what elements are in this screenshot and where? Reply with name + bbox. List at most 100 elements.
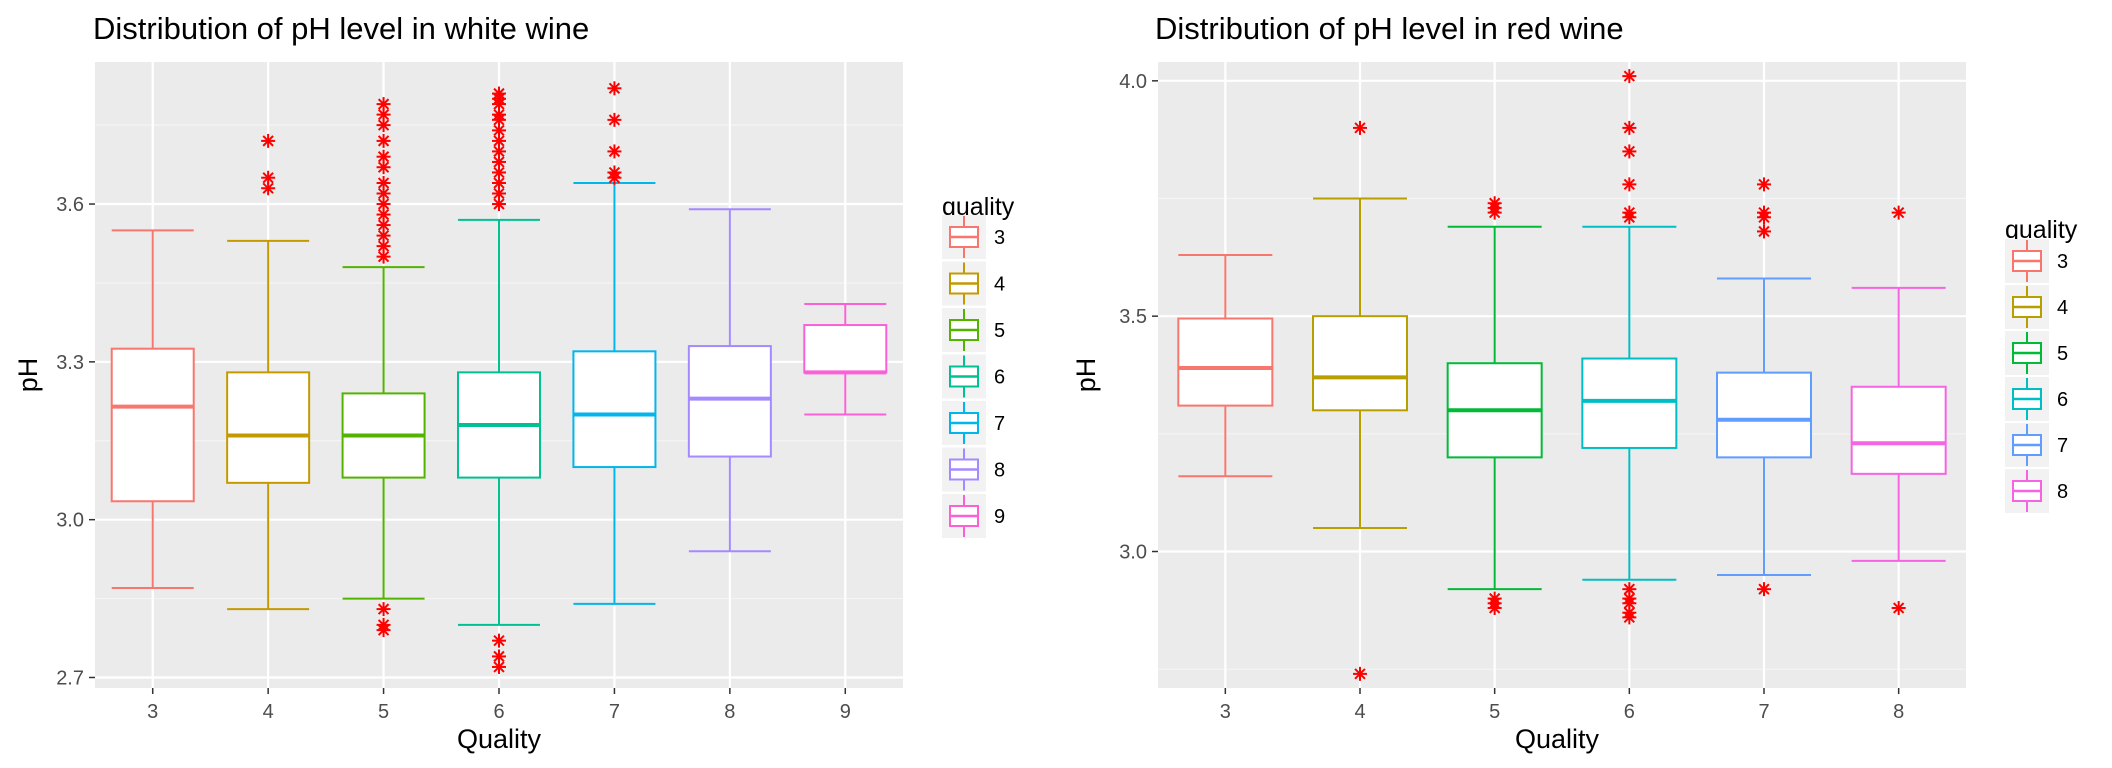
white-wine-legend-label-4: 4 <box>994 274 1005 296</box>
outlier-point-stroke <box>493 145 505 158</box>
outlier-point <box>376 118 391 133</box>
outlier-point-stroke <box>1893 602 1905 614</box>
white-wine-box-quality-4 <box>226 133 311 611</box>
iqr-box <box>1177 317 1274 407</box>
outlier-point <box>1622 69 1637 84</box>
outlier-point-stroke <box>493 177 505 189</box>
red-wine-x-axis-title: Quality <box>1515 724 1600 754</box>
outlier-point-stroke <box>493 187 505 200</box>
red-wine-panel-bg <box>1158 62 1966 688</box>
outlier-point <box>376 133 391 148</box>
outlier-point <box>1622 144 1637 159</box>
outlier-point-stroke <box>1623 592 1635 605</box>
red-wine-y-axis-title: pH <box>1071 358 1101 393</box>
white-wine-x-axis-title: Quality <box>457 724 542 754</box>
outlier-point-stroke <box>1489 197 1501 209</box>
outlier-point-stroke <box>493 650 505 663</box>
outlier-point-stroke <box>1893 206 1905 219</box>
red-wine-box-quality-7 <box>1716 177 1812 597</box>
outlier-point-stroke <box>1623 70 1635 82</box>
outlier-point <box>1757 224 1771 239</box>
red-wine-x-tick-label: 4 <box>1354 701 1365 723</box>
outlier-point <box>376 186 391 201</box>
red-wine-box-quality-6 <box>1581 69 1678 625</box>
outlier-point <box>1891 600 1906 615</box>
outlier-point <box>607 81 622 96</box>
red-wine-legend-label-4: 4 <box>2057 297 2068 319</box>
outlier-point <box>492 649 506 664</box>
outlier-point <box>1622 205 1637 220</box>
outlier-point <box>492 186 506 201</box>
outlier-point-stroke <box>1354 122 1366 134</box>
white-wine-y-tick-label: 3.6 <box>56 194 84 216</box>
outlier-point-stroke <box>262 182 274 194</box>
white-wine-panel: Distribution of pH level in white wine 2… <box>13 11 1015 754</box>
outlier-point <box>492 175 506 190</box>
white-wine-y-tick-label: 3.3 <box>56 352 84 374</box>
white-wine-box-quality-7 <box>572 81 657 605</box>
red-wine-box-quality-4 <box>1312 120 1408 681</box>
red-wine-legend-key-3 <box>2005 239 2049 283</box>
outlier-point <box>1487 591 1502 606</box>
outlier-point-stroke <box>1623 607 1635 619</box>
white-wine-box-quality-8 <box>687 208 772 553</box>
outlier-point-stroke <box>377 151 390 163</box>
red-wine-legend-label-3: 3 <box>2057 251 2068 273</box>
red-wine-x-tick-label: 5 <box>1489 701 1500 723</box>
outlier-point <box>1353 120 1367 135</box>
outlier-point-stroke <box>1623 122 1635 134</box>
iqr-box <box>1716 371 1812 459</box>
outlier-point-stroke <box>1354 668 1366 680</box>
red-wine-box-quality-8 <box>1850 205 1947 615</box>
outlier-point-stroke <box>377 198 390 210</box>
outlier-point-stroke <box>377 229 390 242</box>
white-wine-legend-key-5 <box>942 308 986 352</box>
red-wine-legend-key-5 <box>2005 331 2049 375</box>
outlier-point <box>261 170 276 185</box>
white-wine-legend-key-4 <box>942 261 986 306</box>
white-wine-legend-label-3: 3 <box>994 227 1005 249</box>
iqr-box <box>1581 357 1678 449</box>
red-wine-y-tick-label: 3.0 <box>1119 542 1147 564</box>
red-wine-plot-area: 3.0 3.5 4.0 3 4 5 6 7 8 <box>1119 62 1966 723</box>
outlier-point-stroke <box>493 124 505 137</box>
outlier-point-stroke <box>377 161 390 173</box>
iqr-box <box>1850 385 1947 475</box>
red-wine-box-quality-3 <box>1177 253 1274 478</box>
outlier-point-stroke <box>377 250 390 263</box>
white-wine-legend-key-7 <box>942 401 986 445</box>
red-wine-legend-label-6: 6 <box>2057 389 2068 411</box>
outlier-point <box>607 144 622 159</box>
white-wine-legend-label-5: 5 <box>994 320 1005 342</box>
white-wine-y-tick-label: 3.0 <box>56 510 84 532</box>
outlier-point <box>492 633 506 648</box>
white-wine-legend-label-9: 9 <box>994 506 1005 528</box>
white-wine-legend-label-7: 7 <box>994 413 1005 435</box>
outlier-point-stroke <box>377 219 390 231</box>
white-wine-x-tick-label: 8 <box>724 701 735 723</box>
outlier-point-stroke <box>493 87 505 100</box>
outlier-point-stroke <box>377 187 390 200</box>
red-wine-legend-label-8: 8 <box>2057 481 2068 503</box>
red-wine-legend-key-8 <box>2005 469 2049 513</box>
outlier-point-stroke <box>608 114 621 126</box>
red-wine-legend-key-7 <box>2005 423 2049 467</box>
white-wine-x-tick-label: 5 <box>378 701 389 723</box>
outlier-point <box>492 86 506 101</box>
white-wine-x-tick-label: 9 <box>840 701 851 723</box>
outlier-point-stroke <box>1489 592 1501 605</box>
outlier-point-stroke <box>377 240 390 252</box>
outlier-point <box>1757 205 1771 220</box>
red-wine-x-tick-label: 6 <box>1624 701 1635 723</box>
iqr-box <box>1312 315 1408 412</box>
white-wine-y-axis-title: pH <box>13 358 43 393</box>
outlier-point-stroke <box>493 108 505 121</box>
outlier-point-stroke <box>262 172 274 184</box>
outlier-point-stroke <box>1758 225 1770 238</box>
outlier-point <box>261 181 276 196</box>
outlier-point-stroke <box>493 634 505 647</box>
red-wine-x-tick-label: 3 <box>1220 701 1231 723</box>
outlier-point <box>1757 582 1771 597</box>
